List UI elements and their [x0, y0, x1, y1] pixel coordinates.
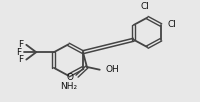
Text: Cl: Cl: [141, 2, 150, 11]
Text: OH: OH: [106, 65, 119, 74]
Text: Cl: Cl: [168, 21, 177, 29]
Text: F: F: [16, 48, 21, 57]
Text: O: O: [66, 73, 73, 82]
Text: F: F: [18, 40, 23, 49]
Text: NH₂: NH₂: [60, 82, 77, 91]
Text: F: F: [18, 55, 23, 64]
